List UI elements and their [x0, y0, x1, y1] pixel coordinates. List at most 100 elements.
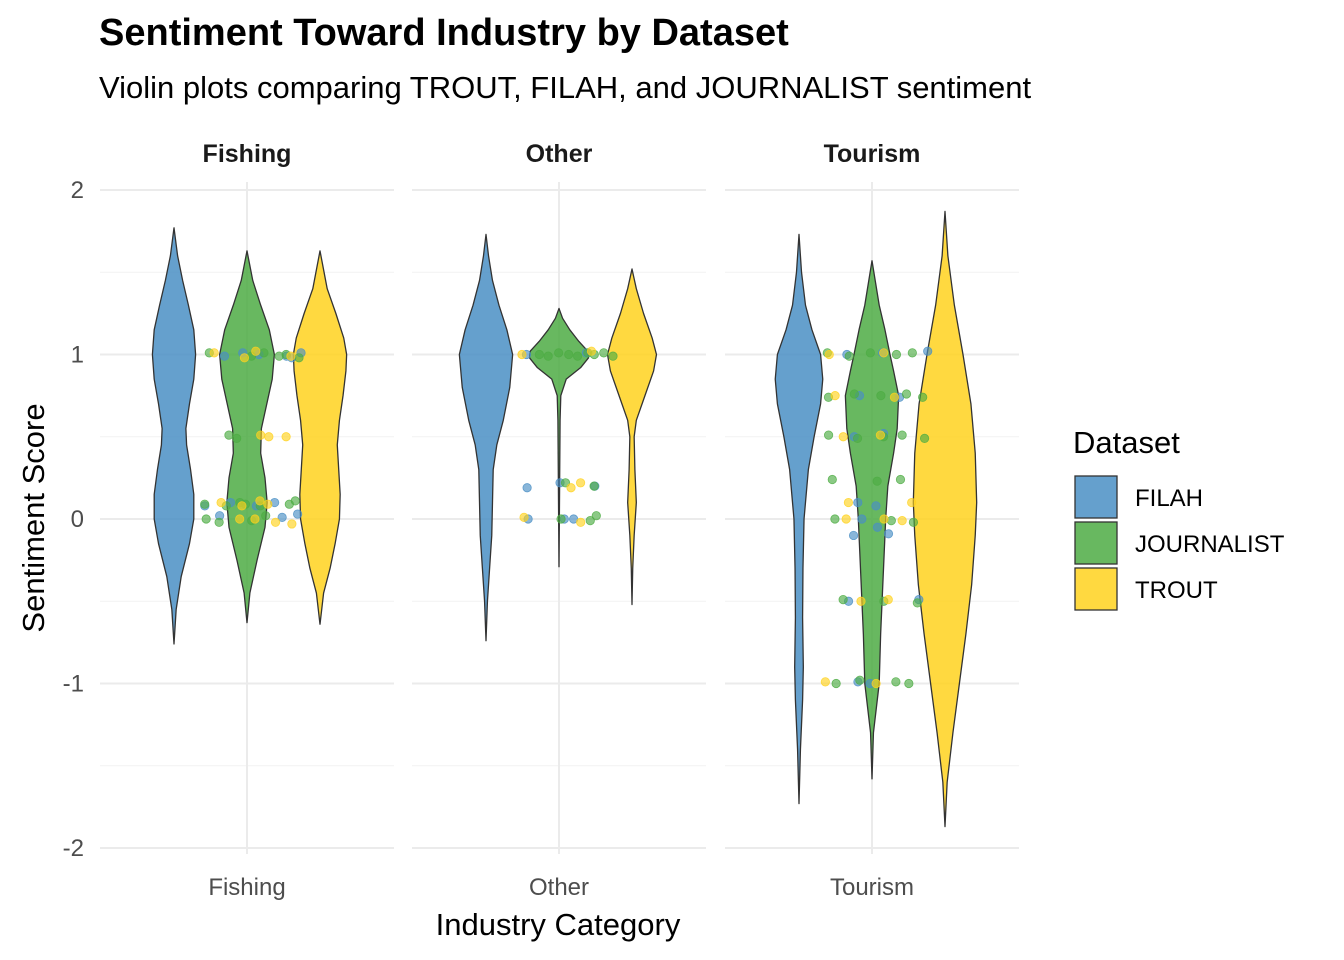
point-journalist — [844, 351, 854, 361]
point-journalist — [585, 516, 595, 526]
point-trout — [239, 353, 250, 363]
point-journalist — [232, 433, 242, 443]
point-filah — [293, 509, 303, 519]
point-trout — [879, 348, 889, 358]
facet-panel-tourism: Tourism Tourism — [725, 140, 1019, 901]
point-journalist — [564, 349, 574, 360]
point-journalist — [543, 351, 553, 361]
point-trout — [286, 351, 296, 361]
legend-key-trout — [1074, 567, 1118, 611]
y-tick-label: 2 — [71, 177, 84, 204]
violin-trout — [292, 250, 348, 625]
point-journalist — [830, 514, 840, 524]
point-trout — [820, 677, 830, 687]
point-trout — [843, 497, 854, 508]
violin-filah — [458, 233, 514, 642]
point-trout — [871, 678, 881, 689]
strip-label: Tourism — [824, 140, 921, 168]
x-tick-label: Tourism — [830, 874, 914, 901]
point-trout — [824, 349, 834, 360]
point-trout — [209, 348, 219, 358]
facet-panels: Fishing Fishing Other Other Tourism Tourism — [100, 140, 1019, 901]
point-trout — [889, 392, 900, 402]
legend-key-journalist — [1074, 521, 1118, 565]
point-journalist — [919, 433, 930, 443]
point-trout — [263, 499, 273, 509]
violin-journalist — [528, 307, 590, 568]
point-journalist — [259, 348, 269, 358]
point-journalist — [827, 474, 837, 485]
point-trout — [907, 497, 917, 508]
point-trout — [519, 512, 529, 522]
point-trout — [875, 430, 886, 440]
violin-trout — [606, 268, 658, 606]
point-journalist — [294, 353, 304, 363]
point-journalist — [891, 677, 901, 687]
point-journalist — [908, 517, 919, 527]
point-journalist — [891, 349, 902, 360]
strip-label: Other — [526, 140, 593, 168]
point-journalist — [849, 389, 859, 399]
point-trout — [264, 432, 274, 442]
point-trout — [575, 478, 586, 488]
point-journalist — [261, 511, 271, 521]
point-journalist — [904, 678, 914, 689]
point-trout — [586, 346, 597, 356]
legend: Dataset FILAH JOURNALIST TROUT — [1073, 425, 1285, 611]
point-trout — [838, 432, 848, 442]
point-journalist — [556, 514, 566, 524]
point-journalist — [224, 430, 234, 440]
point-filah — [522, 483, 532, 493]
y-tick-label: -1 — [63, 671, 84, 698]
point-journalist — [855, 675, 865, 685]
point-filah — [923, 346, 933, 356]
point-journalist — [852, 433, 863, 443]
point-trout — [256, 430, 266, 440]
point-trout — [856, 596, 866, 606]
point-journalist — [290, 496, 300, 506]
facet-panel-fishing: Fishing Fishing — [100, 140, 394, 901]
point-trout — [287, 519, 297, 529]
y-tick-label: 1 — [71, 342, 84, 369]
point-trout — [216, 497, 226, 508]
point-filah — [848, 530, 859, 541]
violin-trout — [912, 210, 978, 828]
point-trout — [255, 496, 265, 506]
violin-filah — [151, 227, 197, 645]
point-trout — [883, 595, 893, 605]
point-journalist — [872, 476, 882, 486]
point-journalist — [214, 517, 224, 527]
point-filah — [857, 514, 867, 524]
point-filah — [883, 529, 894, 539]
point-trout — [250, 514, 260, 524]
point-filah — [277, 512, 287, 522]
point-trout — [830, 391, 840, 401]
point-trout — [251, 346, 261, 356]
x-tick-label: Fishing — [208, 874, 285, 901]
legend-label: JOURNALIST — [1135, 531, 1285, 558]
point-journalist — [876, 391, 886, 401]
facet-panel-other: Other Other — [412, 140, 706, 901]
point-filah — [871, 501, 881, 511]
point-journalist — [865, 348, 875, 358]
chart-subtitle: Violin plots comparing TROUT, FILAH, and… — [99, 70, 1032, 105]
violin-filah — [774, 233, 824, 805]
point-trout — [576, 517, 586, 527]
point-trout — [517, 349, 527, 360]
legend-key-filah — [1074, 475, 1118, 519]
point-filah — [219, 351, 230, 361]
point-journalist — [901, 389, 912, 399]
y-tick-label: 0 — [71, 506, 84, 533]
point-trout — [841, 514, 851, 524]
point-journalist — [823, 430, 834, 440]
strip-label: Fishing — [203, 140, 292, 168]
point-journalist — [838, 595, 848, 605]
point-journalist — [918, 392, 928, 402]
point-filah — [853, 497, 863, 508]
x-tick-label: Other — [529, 874, 589, 901]
y-axis: 2 1 0 -1 -2 — [63, 177, 84, 862]
point-journalist — [895, 474, 906, 485]
legend-title: Dataset — [1073, 425, 1180, 460]
point-journalist — [608, 351, 618, 361]
